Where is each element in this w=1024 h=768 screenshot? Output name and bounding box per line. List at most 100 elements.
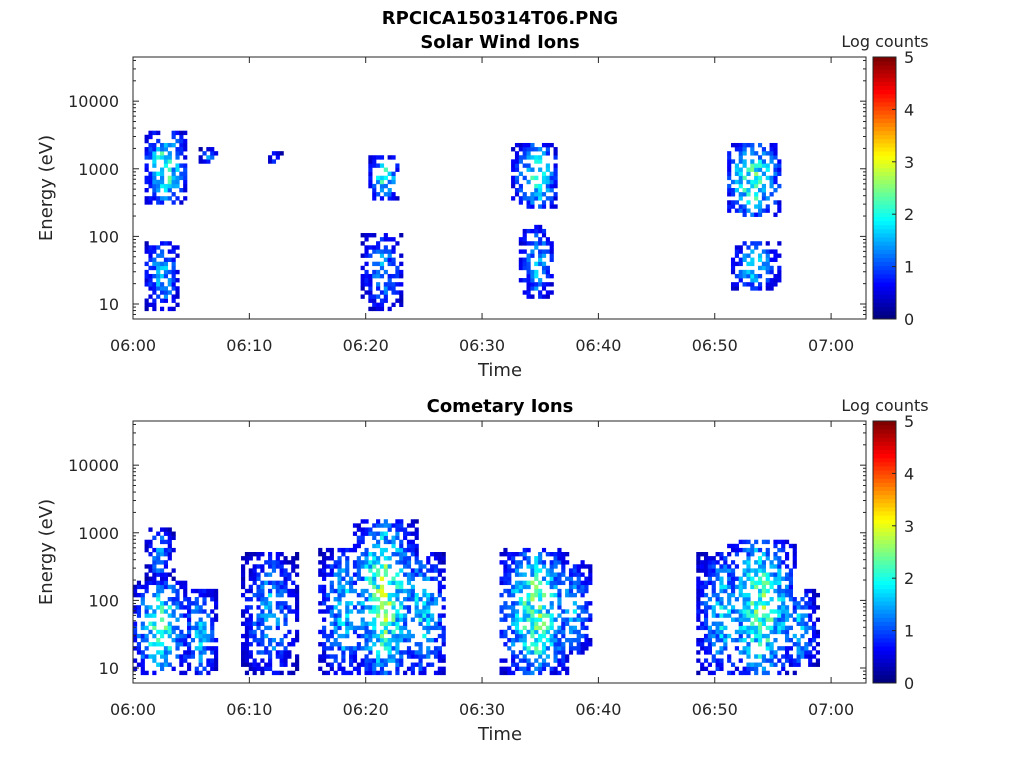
heatmap-cell: [418, 646, 423, 651]
heatmap-cell: [287, 629, 292, 635]
heatmap-cell: [792, 670, 797, 676]
heatmap-cell: [584, 617, 589, 622]
heatmap-cell: [244, 670, 250, 676]
heatmap-cell: [707, 650, 712, 655]
heatmap-cell: [160, 273, 165, 279]
heatmap-cell: [773, 212, 778, 217]
heatmap-cell: [514, 155, 520, 160]
heatmap-cell: [356, 666, 361, 672]
heatmap-cell: [387, 629, 392, 635]
heatmap-cell: [376, 531, 381, 536]
heatmap-cell: [738, 633, 743, 639]
heatmap-cell: [372, 629, 377, 635]
heatmap-cell: [395, 633, 400, 639]
heatmap-cell: [742, 666, 747, 672]
heatmap-cell: [163, 531, 169, 536]
heatmap-cell: [796, 601, 801, 606]
heatmap-cell: [576, 642, 581, 647]
heatmap-cell: [576, 564, 581, 569]
heatmap-cell: [530, 633, 535, 639]
heatmap-cell: [260, 588, 265, 594]
heatmap-cell: [337, 588, 342, 594]
heatmap-cell: [175, 151, 180, 156]
colorbar-swatch: [873, 605, 896, 610]
heatmap-cell: [399, 637, 404, 643]
heatmap-cell: [368, 294, 373, 299]
heatmap-cell: [163, 527, 169, 532]
heatmap-cell: [256, 605, 261, 610]
heatmap-cell: [171, 535, 176, 541]
heatmap-cell: [576, 568, 581, 573]
heatmap-cell: [264, 580, 269, 586]
heatmap-cell: [696, 564, 701, 569]
heatmap-cell: [522, 192, 527, 197]
heatmap-cell: [553, 163, 558, 168]
heatmap-cell: [433, 670, 439, 676]
heatmap-cell: [179, 151, 184, 156]
heatmap-cell: [291, 564, 296, 569]
heatmap-cell: [530, 564, 535, 569]
heatmap-cell: [283, 654, 288, 659]
heatmap-cell: [410, 576, 415, 581]
heatmap-cell: [372, 261, 377, 267]
heatmap-cell: [144, 188, 149, 193]
heatmap-cell: [742, 637, 747, 643]
heatmap-cell: [179, 637, 184, 643]
heatmap-cell: [148, 278, 153, 283]
heatmap-cell: [765, 151, 770, 156]
heatmap-cell: [295, 605, 300, 610]
heatmap-cell: [700, 625, 705, 631]
heatmap-cell: [746, 556, 751, 561]
heatmap-cell: [553, 576, 558, 581]
heatmap-cell: [364, 556, 369, 561]
heatmap-cell: [322, 617, 327, 622]
heatmap-cell: [275, 592, 280, 598]
heatmap-cell: [337, 617, 342, 622]
heatmap-cell: [565, 666, 570, 672]
heatmap-cell: [788, 625, 793, 631]
heatmap-cell: [167, 572, 172, 577]
heatmap-cell: [337, 592, 342, 598]
heatmap-cell: [337, 633, 342, 639]
heatmap-cell: [437, 556, 442, 561]
y-tick-label: 10: [99, 295, 119, 314]
heatmap-cell: [549, 171, 554, 177]
heatmap-cell: [703, 658, 709, 663]
heatmap-cell: [576, 617, 581, 622]
heatmap-cell: [214, 588, 219, 594]
heatmap-cell: [210, 592, 215, 598]
heatmap-cell: [700, 580, 705, 586]
heatmap-cell: [275, 617, 280, 622]
heatmap-cell: [391, 535, 396, 541]
heatmap-cell: [329, 572, 334, 577]
heatmap-cell: [214, 658, 219, 663]
heatmap-cell: [441, 625, 446, 631]
heatmap-cell: [376, 633, 381, 639]
heatmap-cell: [742, 257, 747, 262]
heatmap-cell: [746, 646, 751, 651]
heatmap-cell: [414, 556, 419, 561]
heatmap-cell: [530, 650, 535, 655]
heatmap-cell: [738, 147, 743, 152]
heatmap-cell: [580, 609, 585, 614]
heatmap-cell: [410, 597, 415, 602]
colorbar-frame: [872, 56, 897, 320]
heatmap-cell: [214, 666, 219, 672]
heatmap-cell: [295, 597, 300, 602]
heatmap-cell: [391, 273, 396, 279]
heatmap-cell: [738, 278, 743, 283]
heatmap-cell: [761, 192, 766, 197]
heatmap-cell: [144, 261, 149, 267]
heatmap-cell: [784, 658, 790, 663]
heatmap-cell: [406, 547, 412, 553]
heatmap-cell: [781, 662, 786, 667]
heatmap-cell: [345, 633, 350, 639]
heatmap-cell: [784, 654, 790, 659]
heatmap-cell: [295, 617, 300, 622]
heatmap-cell: [364, 564, 369, 569]
heatmap-cell: [765, 613, 770, 618]
heatmap-cell: [696, 552, 701, 557]
heatmap-cell: [171, 666, 176, 672]
heatmap-cell: [514, 151, 520, 156]
heatmap-cell: [171, 625, 176, 631]
